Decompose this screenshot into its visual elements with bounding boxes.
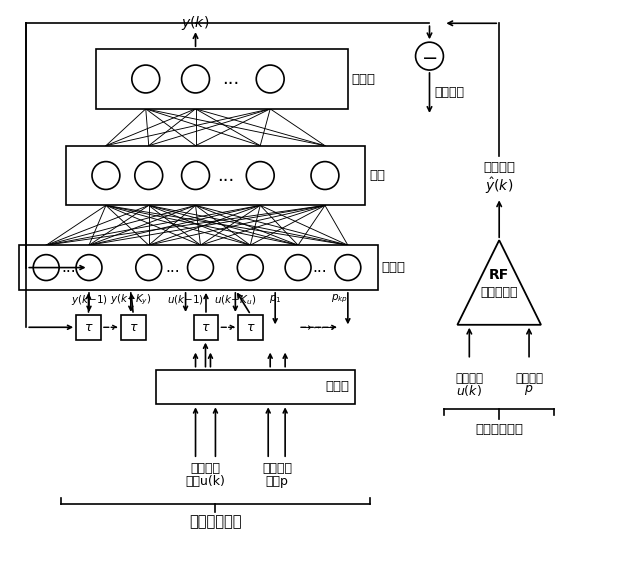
Polygon shape bbox=[457, 240, 541, 325]
Text: ...: ... bbox=[222, 70, 239, 88]
Circle shape bbox=[335, 255, 361, 280]
Bar bbox=[121, 315, 146, 340]
Text: $\tau$: $\tau$ bbox=[84, 321, 93, 334]
Bar bbox=[96, 49, 348, 109]
Text: $p_1$: $p_1$ bbox=[269, 293, 282, 305]
Circle shape bbox=[132, 65, 159, 93]
Bar bbox=[66, 146, 365, 206]
Bar bbox=[20, 245, 378, 290]
Text: 输入p: 输入p bbox=[266, 475, 289, 488]
Text: 输入层: 输入层 bbox=[326, 380, 350, 393]
Text: 输入u(k): 输入u(k) bbox=[186, 475, 226, 488]
Text: $-$: $-$ bbox=[421, 47, 438, 66]
Circle shape bbox=[238, 255, 263, 280]
Text: $y(k{-}K_y)$: $y(k{-}K_y)$ bbox=[110, 293, 152, 307]
Circle shape bbox=[285, 255, 311, 280]
Text: $\hat{y}(k)$: $\hat{y}(k)$ bbox=[485, 175, 513, 195]
Circle shape bbox=[256, 65, 284, 93]
Text: 输出层: 输出层 bbox=[352, 72, 376, 85]
Text: 电路参数: 电路参数 bbox=[515, 372, 543, 385]
Text: $y(k{-}1)$: $y(k{-}1)$ bbox=[71, 293, 108, 307]
Text: 输入层: 输入层 bbox=[382, 261, 406, 274]
Text: $u(k{-}1)$: $u(k{-}1)$ bbox=[167, 293, 204, 306]
Bar bbox=[76, 315, 101, 340]
Text: ...: ... bbox=[312, 260, 328, 275]
Circle shape bbox=[246, 162, 274, 189]
Bar bbox=[193, 315, 219, 340]
Text: 输入波形: 输入波形 bbox=[455, 372, 483, 385]
Circle shape bbox=[135, 162, 163, 189]
Text: ...: ... bbox=[165, 260, 180, 275]
Text: $\tau$: $\tau$ bbox=[129, 321, 138, 334]
Circle shape bbox=[181, 162, 209, 189]
Text: 原始训练数据: 原始训练数据 bbox=[475, 423, 523, 436]
Circle shape bbox=[188, 255, 214, 280]
Text: $\tau$: $\tau$ bbox=[201, 321, 211, 334]
Text: ...: ... bbox=[217, 167, 234, 185]
Text: 时间变量: 时间变量 bbox=[190, 462, 220, 475]
Text: $u(k)$: $u(k)$ bbox=[456, 383, 482, 398]
Circle shape bbox=[92, 162, 120, 189]
Text: $\tau$: $\tau$ bbox=[246, 321, 256, 334]
Text: $y(k)$: $y(k)$ bbox=[181, 14, 210, 32]
Bar bbox=[156, 370, 355, 405]
Text: 功率放大器: 功率放大器 bbox=[481, 286, 518, 299]
Circle shape bbox=[33, 255, 59, 280]
Circle shape bbox=[76, 255, 102, 280]
Circle shape bbox=[136, 255, 162, 280]
Circle shape bbox=[416, 42, 444, 70]
Text: $p_{kp}$: $p_{kp}$ bbox=[331, 293, 348, 305]
Circle shape bbox=[181, 65, 209, 93]
Text: 训练误差: 训练误差 bbox=[435, 86, 464, 99]
Bar bbox=[238, 315, 263, 340]
Text: RF: RF bbox=[489, 268, 509, 281]
Text: 时不变量: 时不变量 bbox=[262, 462, 292, 475]
Text: $u(k{-}K_u)$: $u(k{-}K_u)$ bbox=[214, 293, 256, 307]
Text: 神经网络模型: 神经网络模型 bbox=[189, 514, 242, 529]
Text: $\rightarrow\cdots\rightarrow$: $\rightarrow\cdots\rightarrow$ bbox=[299, 322, 337, 332]
Text: ...: ... bbox=[62, 260, 76, 275]
Text: 隐层: 隐层 bbox=[370, 169, 386, 182]
Text: 输出波形: 输出波形 bbox=[483, 161, 515, 174]
Circle shape bbox=[311, 162, 339, 189]
Text: $p$: $p$ bbox=[524, 383, 534, 397]
